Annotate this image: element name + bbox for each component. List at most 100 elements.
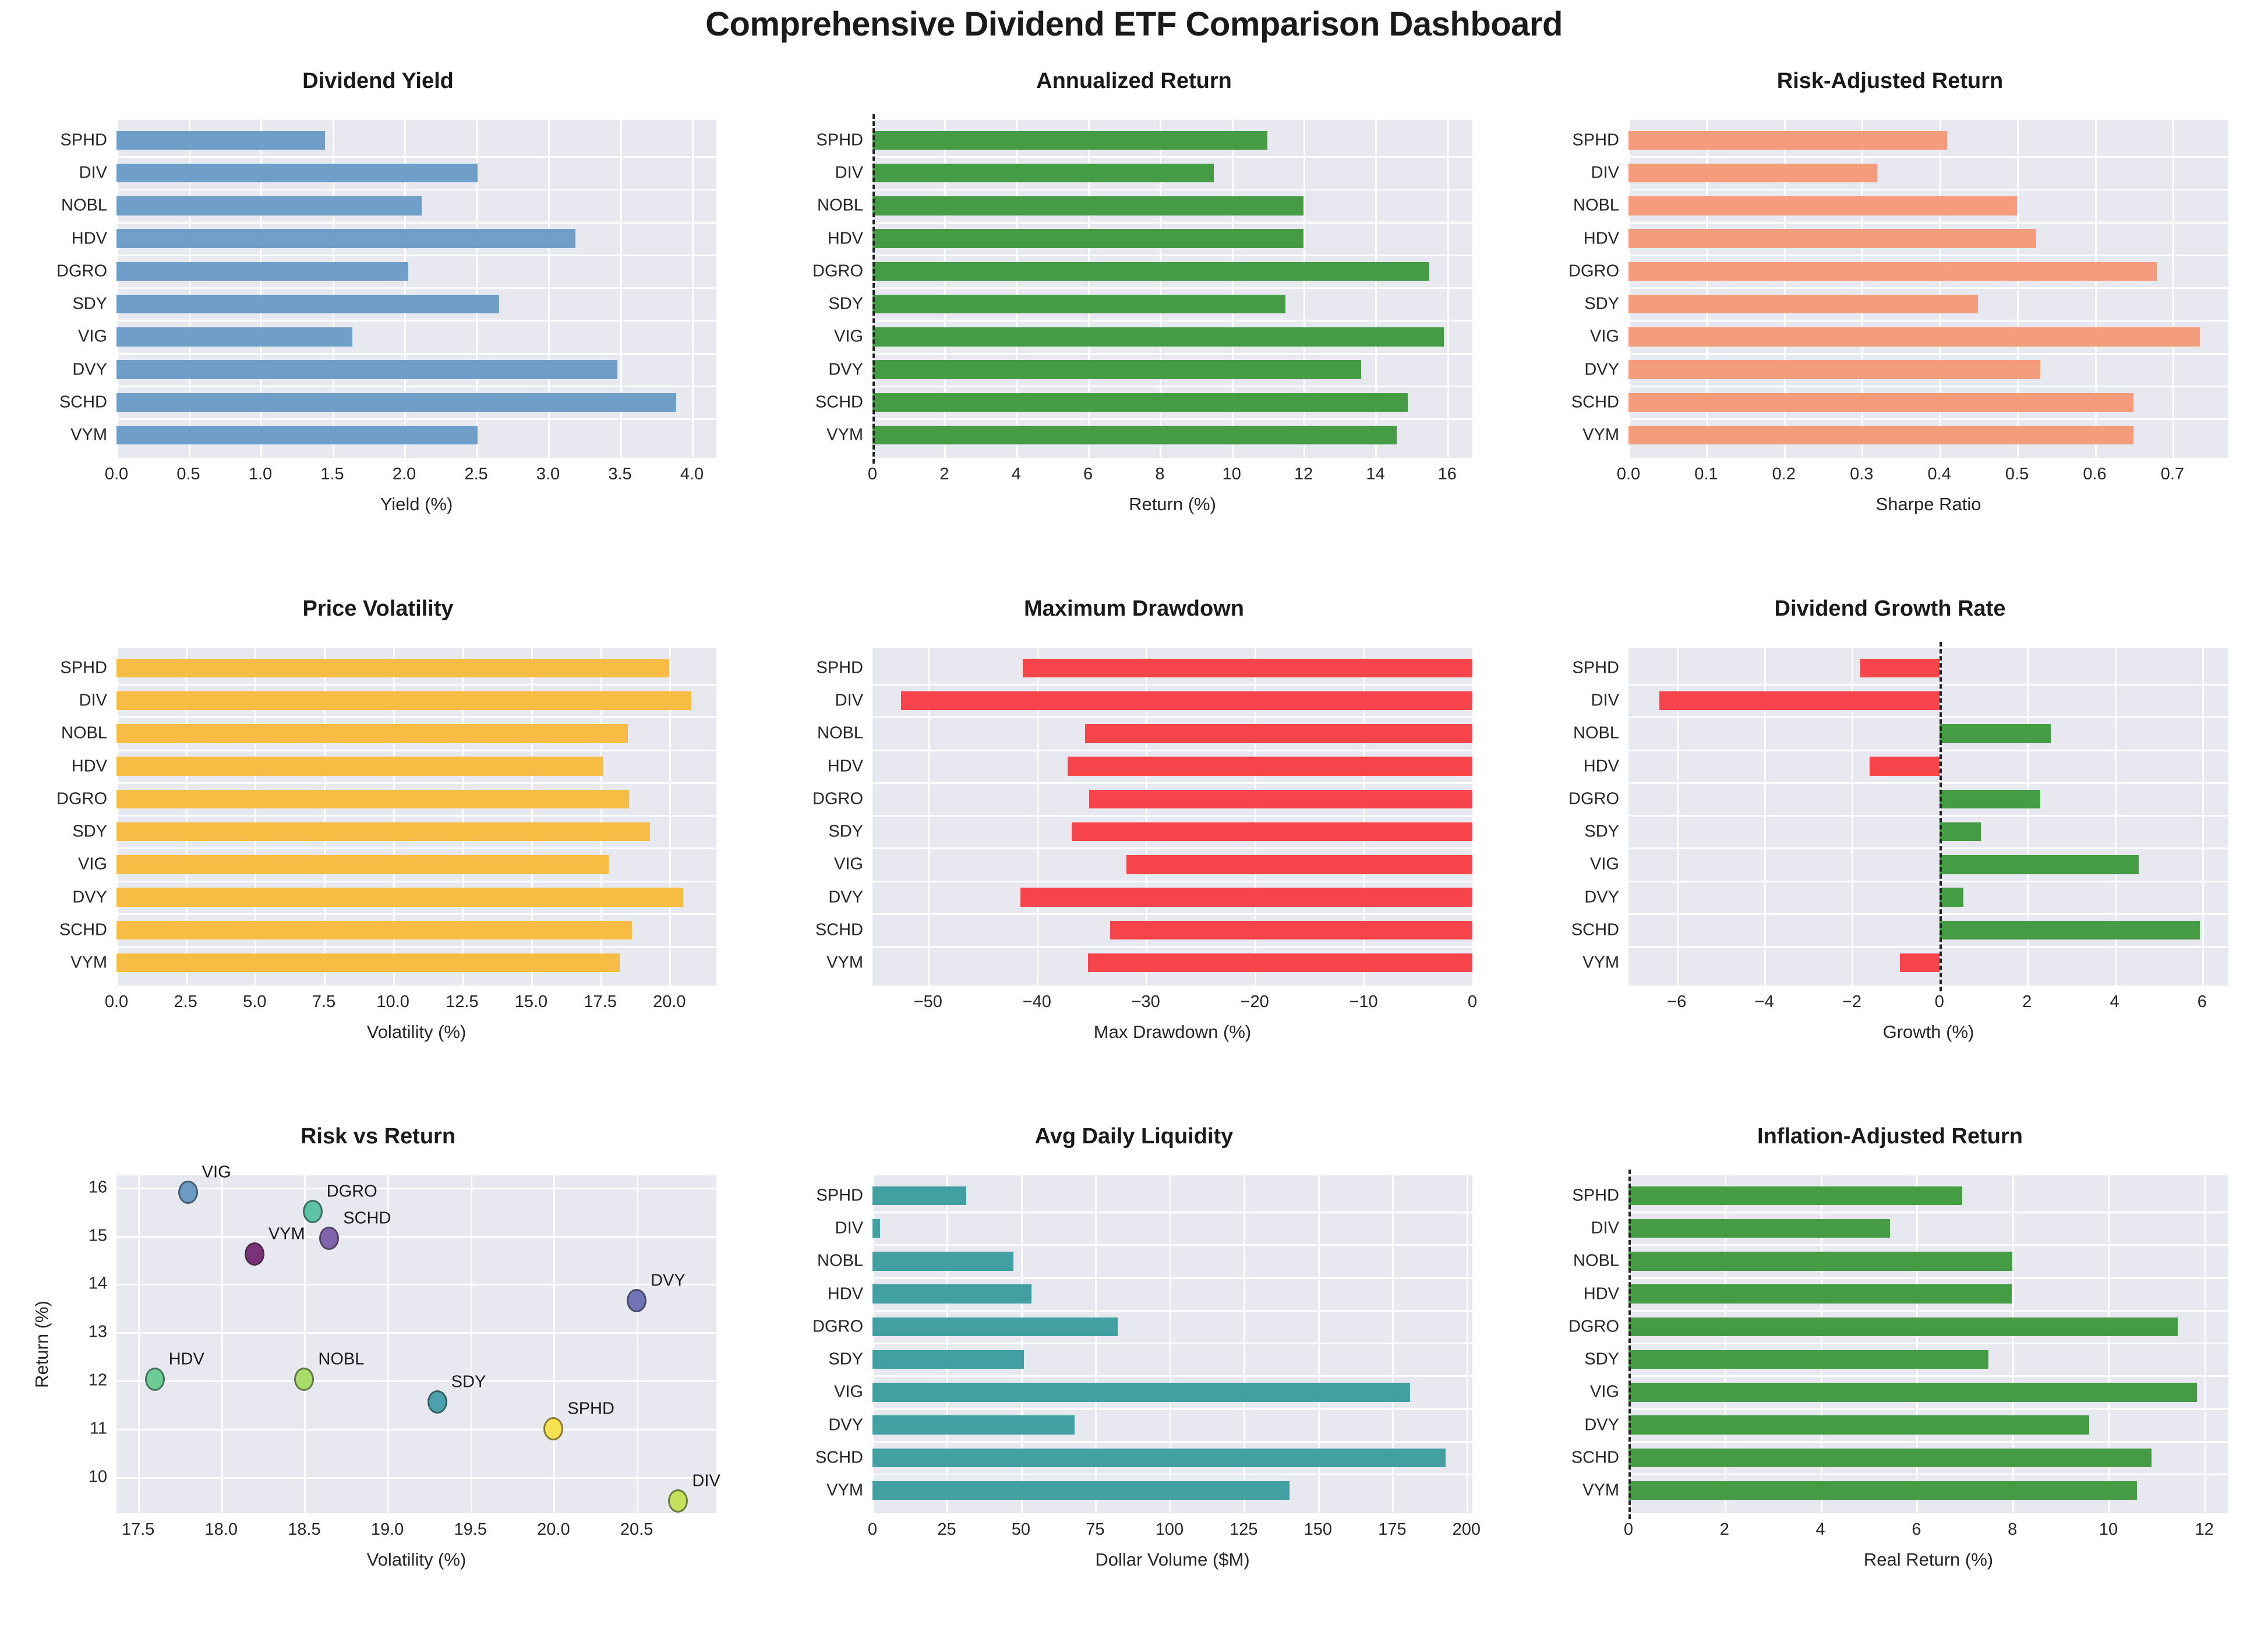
bar-dividend-yield-VYM[interactable] — [116, 425, 478, 445]
bar-dividend-growth-rate-VIG[interactable] — [1939, 855, 2139, 874]
bar-maximum-drawdown-DIV[interactable] — [900, 691, 1472, 711]
gridline-horizontal — [1628, 1375, 2228, 1377]
bar-price-volatility-SDY[interactable] — [116, 822, 651, 842]
bar-maximum-drawdown-NOBL[interactable] — [1084, 724, 1472, 743]
bar-dividend-growth-rate-VYM[interactable] — [1900, 953, 1940, 973]
bar-annualized-return-VYM[interactable] — [872, 425, 1397, 445]
gridline-horizontal — [116, 1332, 716, 1334]
bar-price-volatility-SPHD[interactable] — [116, 658, 670, 678]
bar-annualized-return-SDY[interactable] — [872, 294, 1286, 314]
scatter-point-VYM[interactable] — [244, 1242, 264, 1266]
bar-dividend-yield-DGRO[interactable] — [116, 262, 409, 281]
bar-maximum-drawdown-SCHD[interactable] — [1110, 920, 1472, 940]
bar-dividend-growth-rate-DIV[interactable] — [1659, 691, 1940, 711]
bar-dividend-growth-rate-DVY[interactable] — [1939, 888, 1964, 907]
bar-price-volatility-VYM[interactable] — [116, 953, 620, 973]
bar-avg-daily-liquidity-SPHD[interactable] — [872, 1186, 966, 1206]
bar-inflation-adjusted-return-DVY[interactable] — [1628, 1415, 2090, 1435]
bar-inflation-adjusted-return-SDY[interactable] — [1628, 1350, 1988, 1369]
bar-annualized-return-DGRO[interactable] — [872, 262, 1429, 281]
bar-avg-daily-liquidity-SCHD[interactable] — [872, 1448, 1446, 1468]
bar-inflation-adjusted-return-DGRO[interactable] — [1628, 1317, 2178, 1337]
bar-dividend-yield-NOBL[interactable] — [116, 196, 422, 216]
bar-dividend-yield-VIG[interactable] — [116, 327, 353, 347]
scatter-point-DGRO[interactable] — [302, 1200, 323, 1224]
x-tick-label: −30 — [1131, 992, 1160, 1011]
bar-maximum-drawdown-DVY[interactable] — [1020, 888, 1472, 907]
bar-avg-daily-liquidity-SDY[interactable] — [872, 1350, 1025, 1369]
bar-inflation-adjusted-return-DIV[interactable] — [1628, 1218, 1891, 1238]
bar-dividend-growth-rate-DGRO[interactable] — [1939, 789, 2040, 809]
bar-inflation-adjusted-return-VYM[interactable] — [1628, 1481, 2138, 1500]
scatter-point-DVY[interactable] — [627, 1289, 647, 1313]
bar-dividend-growth-rate-NOBL[interactable] — [1939, 724, 2051, 743]
bar-maximum-drawdown-SDY[interactable] — [1072, 822, 1472, 842]
bar-annualized-return-VIG[interactable] — [872, 327, 1444, 347]
bar-avg-daily-liquidity-NOBL[interactable] — [872, 1252, 1014, 1271]
bar-risk-adjusted-return-SDY[interactable] — [1628, 294, 1979, 314]
bar-maximum-drawdown-VYM[interactable] — [1088, 953, 1472, 973]
bar-dividend-yield-DVY[interactable] — [116, 360, 617, 379]
bar-risk-adjusted-return-VYM[interactable] — [1628, 425, 2134, 445]
bar-risk-adjusted-return-DIV[interactable] — [1628, 163, 1877, 183]
scatter-point-SCHD[interactable] — [319, 1226, 340, 1250]
bar-price-volatility-HDV[interactable] — [116, 757, 603, 776]
scatter-point-SPHD[interactable] — [543, 1417, 564, 1440]
bar-avg-daily-liquidity-DVY[interactable] — [872, 1415, 1075, 1435]
bar-avg-daily-liquidity-DIV[interactable] — [872, 1218, 880, 1238]
bar-risk-adjusted-return-DGRO[interactable] — [1628, 262, 2157, 281]
bar-inflation-adjusted-return-SPHD[interactable] — [1628, 1186, 1962, 1206]
scatter-point-VIG[interactable] — [178, 1181, 198, 1204]
bar-annualized-return-NOBL[interactable] — [872, 196, 1304, 216]
bar-avg-daily-liquidity-VIG[interactable] — [872, 1383, 1410, 1402]
bar-inflation-adjusted-return-SCHD[interactable] — [1628, 1448, 2152, 1468]
bar-inflation-adjusted-return-NOBL[interactable] — [1628, 1252, 2013, 1271]
x-tick-label: 0.6 — [2083, 465, 2107, 483]
bar-dividend-yield-SPHD[interactable] — [116, 130, 326, 150]
bar-avg-daily-liquidity-DGRO[interactable] — [872, 1317, 1118, 1337]
bar-risk-adjusted-return-HDV[interactable] — [1628, 229, 2037, 248]
bar-inflation-adjusted-return-HDV[interactable] — [1628, 1284, 2012, 1304]
bar-dividend-growth-rate-SPHD[interactable] — [1860, 658, 1940, 678]
bar-annualized-return-HDV[interactable] — [872, 229, 1304, 248]
scatter-point-DIV[interactable] — [668, 1489, 688, 1513]
bar-dividend-yield-HDV[interactable] — [116, 229, 575, 248]
bar-price-volatility-VIG[interactable] — [116, 855, 609, 874]
x-tick-label: 0.4 — [1927, 465, 1951, 483]
bar-annualized-return-DVY[interactable] — [872, 360, 1361, 379]
bar-dividend-growth-rate-SDY[interactable] — [1939, 822, 1981, 842]
y-tick-label-DGRO: DGRO — [56, 789, 107, 808]
bar-annualized-return-SCHD[interactable] — [872, 393, 1408, 412]
bar-dividend-yield-SDY[interactable] — [116, 294, 500, 314]
bar-risk-adjusted-return-DVY[interactable] — [1628, 360, 2041, 379]
bar-annualized-return-DIV[interactable] — [872, 163, 1214, 183]
bar-risk-adjusted-return-VIG[interactable] — [1628, 327, 2200, 347]
bar-maximum-drawdown-SPHD[interactable] — [1022, 658, 1472, 678]
gridline-horizontal — [1628, 684, 2228, 686]
bar-risk-adjusted-return-SCHD[interactable] — [1628, 393, 2134, 412]
bar-price-volatility-DGRO[interactable] — [116, 789, 630, 809]
gridline-horizontal — [1628, 1408, 2228, 1410]
bar-annualized-return-SPHD[interactable] — [872, 130, 1268, 150]
bar-maximum-drawdown-VIG[interactable] — [1126, 855, 1472, 874]
gridline-horizontal — [872, 1474, 1472, 1476]
bar-risk-adjusted-return-SPHD[interactable] — [1628, 130, 1948, 150]
bar-inflation-adjusted-return-VIG[interactable] — [1628, 1383, 2198, 1402]
bar-maximum-drawdown-HDV[interactable] — [1067, 757, 1472, 776]
bar-dividend-growth-rate-HDV[interactable] — [1869, 757, 1940, 776]
bar-price-volatility-DVY[interactable] — [116, 888, 684, 907]
bar-risk-adjusted-return-NOBL[interactable] — [1628, 196, 2018, 216]
bar-avg-daily-liquidity-VYM[interactable] — [872, 1481, 1290, 1500]
bar-dividend-yield-SCHD[interactable] — [116, 393, 676, 412]
scatter-point-NOBL[interactable] — [294, 1368, 315, 1391]
bar-dividend-growth-rate-SCHD[interactable] — [1939, 920, 2200, 940]
bar-avg-daily-liquidity-HDV[interactable] — [872, 1284, 1031, 1304]
scatter-point-HDV[interactable] — [144, 1368, 165, 1391]
scatter-point-SDY[interactable] — [427, 1390, 447, 1414]
bar-dividend-yield-DIV[interactable] — [116, 163, 478, 183]
bar-price-volatility-NOBL[interactable] — [116, 724, 628, 743]
bar-maximum-drawdown-DGRO[interactable] — [1089, 789, 1472, 809]
bar-price-volatility-DIV[interactable] — [116, 691, 692, 711]
bar-price-volatility-SCHD[interactable] — [116, 920, 633, 940]
gridline-horizontal — [116, 1476, 716, 1479]
